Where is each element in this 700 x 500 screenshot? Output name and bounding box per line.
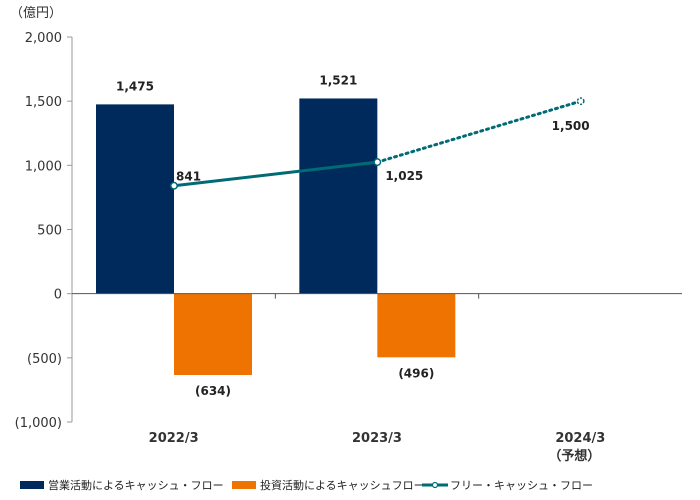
legend-label: フリー・キャッシュ・フロー: [450, 479, 593, 492]
y-tick-label: 1,500: [25, 95, 62, 110]
fcf-data-label: 1,500: [552, 119, 590, 133]
x-category-sublabel: （予想）: [548, 448, 600, 464]
legend-swatch: [232, 481, 256, 489]
y-tick-label: (500): [27, 352, 62, 367]
x-category-label: 2022/3: [149, 431, 199, 446]
bar-operating-1: [299, 98, 378, 294]
fcf-line-segment: [173, 160, 378, 188]
bar-investing-1: [377, 293, 456, 358]
fcf-point: [576, 97, 585, 106]
bar-data-label: (634): [195, 384, 231, 398]
fcf-data-label: 841: [176, 170, 201, 184]
plot-area: 2,000 1,500 1,000 500 0 (500) (1,000) 1,475 (634…: [15, 31, 682, 464]
y-tick-label: 0: [54, 288, 62, 303]
legend-label: 営業活動によるキャッシュ・フロー: [48, 478, 224, 492]
bar-data-label: 1,521: [319, 73, 357, 87]
y-tick-label: 500: [37, 224, 62, 239]
legend-marker: [431, 481, 439, 489]
bar-data-label: 1,475: [116, 79, 154, 93]
bar-operating-0: [96, 104, 174, 294]
legend: 営業活動によるキャッシュ・フロー 投資活動によるキャッシュフロー フリー・キャッシュ…: [20, 478, 593, 492]
bar-investing-0: [174, 293, 252, 376]
fcf-line-forecast-segment: [375, 99, 583, 164]
x-category-label: 2024/3: [555, 431, 605, 446]
legend-swatch: [20, 481, 44, 489]
y-tick-label: 2,000: [25, 31, 62, 46]
unit-label: （億円）: [10, 5, 62, 21]
bar-data-label: (496): [398, 366, 434, 380]
x-category-label: 2023/3: [352, 431, 402, 446]
fcf-data-label: 1,025: [385, 169, 423, 183]
fcf-point: [170, 181, 178, 190]
legend-label: 投資活動によるキャッシュフロー: [260, 478, 425, 492]
y-tick-label: 1,000: [25, 159, 62, 174]
y-tick-label: (1,000): [15, 416, 62, 431]
fcf-point: [373, 158, 382, 167]
